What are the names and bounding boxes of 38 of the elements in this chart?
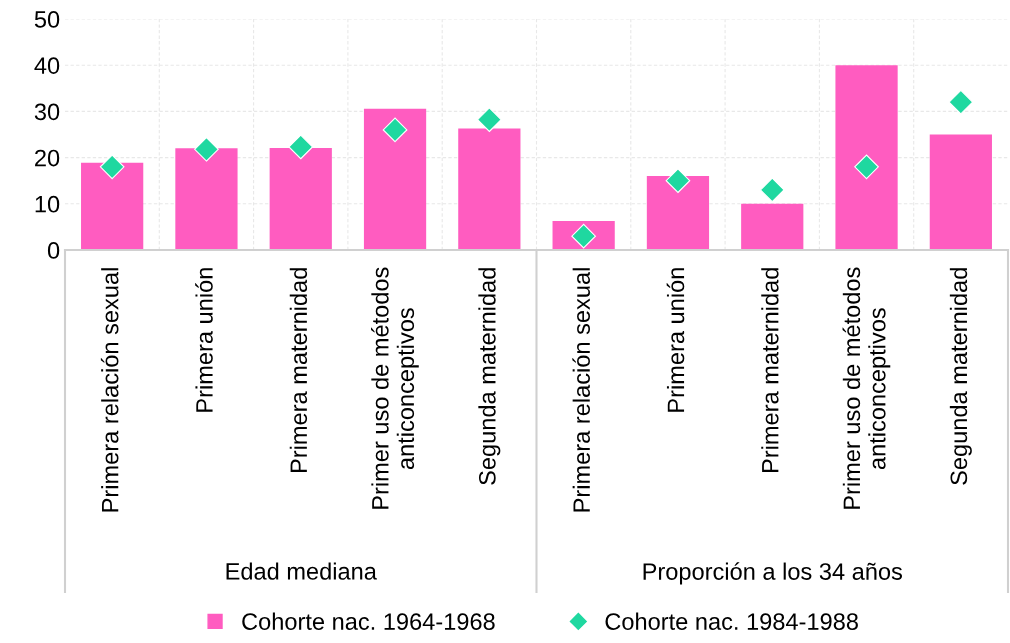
y-tick-label: 40 [34,57,60,74]
point [288,134,314,160]
point [759,177,785,203]
point [382,117,408,143]
bar [741,203,804,250]
bar [363,108,427,250]
point [854,154,879,180]
legend-label: Cohorte nac. 1964-1968 [242,612,495,630]
x-tick-label: Primera unión [666,268,685,412]
x-tick-label: Segunda maternidad [949,268,972,485]
x-tick-label: Primer uso de métodos anticonceptivos [842,267,891,509]
bar [81,162,144,250]
point [194,136,219,162]
y-tick-label: 50 [34,11,60,28]
x-tick-label: Primera relación sexual [100,268,119,512]
point [948,89,974,115]
x-tick-label: Primera maternidad [761,268,779,473]
x-tick-label: Primer uso de métodos anticonceptivos [371,267,419,509]
legend-label: Cohorte nac. 1984-1988 [605,612,858,630]
x-tick-label: Primera maternidad [289,268,308,473]
text: Proporción a los 34 años [643,562,903,585]
point [477,107,502,133]
bar [835,65,898,250]
bar [929,134,992,250]
y-tick-label: 20 [35,149,60,167]
point [665,168,691,194]
x-tick-label: Primera relación sexual [572,268,590,512]
bar [175,148,238,250]
y-tick-label: 0 [47,242,60,259]
x-tick-label: Segunda maternidad [478,268,501,485]
bar [646,176,710,250]
bar [269,147,332,250]
bar [458,128,521,250]
y-tick-label: 30 [34,103,60,121]
text: Edad mediana [226,562,377,580]
x-tick-label: Primera unión [195,268,213,412]
y-tick-label: 10 [35,195,60,213]
point [99,154,125,180]
